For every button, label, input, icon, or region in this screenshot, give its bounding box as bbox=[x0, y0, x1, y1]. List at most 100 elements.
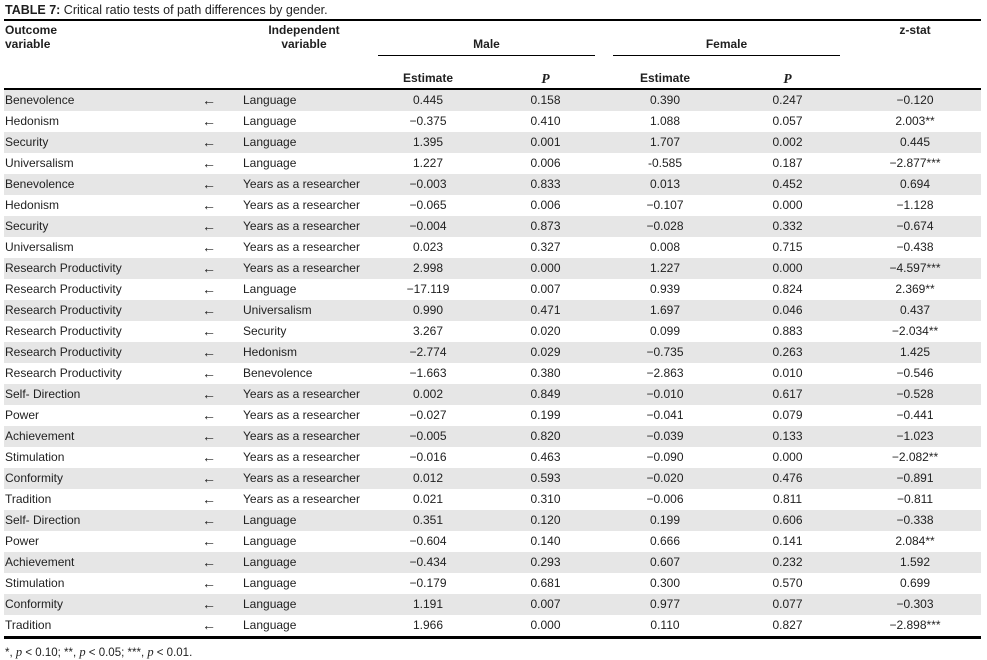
cell-female-p: 0.000 bbox=[772, 261, 803, 275]
left-arrow-icon: ← bbox=[202, 512, 216, 528]
table-row: Benevolence ← Years as a researcher −0.0… bbox=[4, 174, 982, 195]
table-title-text: Critical ratio tests of path differences… bbox=[60, 3, 328, 17]
table-row: Self- Direction ← Language 0.351 0.120 0… bbox=[4, 510, 982, 531]
group-header-female: Female bbox=[604, 21, 849, 70]
cell-outcome-variable: Power bbox=[5, 534, 40, 548]
cell-independent-variable: Security bbox=[243, 324, 287, 338]
cell-z-stat: −1.023 bbox=[896, 429, 934, 443]
cell-male-p: 0.120 bbox=[530, 513, 561, 527]
cell-z-stat: 1.425 bbox=[900, 345, 931, 359]
cell-male-p: 0.310 bbox=[530, 492, 561, 506]
cell-outcome-variable: Self- Direction bbox=[5, 387, 81, 401]
cell-independent-variable: Hedonism bbox=[243, 345, 298, 359]
cell-independent-variable: Years as a researcher bbox=[243, 177, 360, 191]
cell-outcome-variable: Security bbox=[5, 135, 49, 149]
cell-outcome-variable: Achievement bbox=[5, 555, 75, 569]
left-arrow-icon: ← bbox=[202, 281, 216, 297]
cell-male-estimate: −0.065 bbox=[409, 198, 447, 212]
cell-female-estimate: 0.110 bbox=[650, 618, 680, 632]
cell-outcome-variable: Universalism bbox=[5, 240, 74, 254]
cell-z-stat: −0.528 bbox=[896, 387, 934, 401]
cell-male-p: 0.293 bbox=[530, 555, 561, 569]
cell-male-p: 0.820 bbox=[530, 429, 561, 443]
table-row: Research Productivity ← Universalism 0.9… bbox=[4, 300, 982, 321]
cell-female-p: 0.811 bbox=[772, 492, 803, 506]
left-arrow-icon: ← bbox=[202, 302, 216, 318]
cell-male-estimate: 1.191 bbox=[412, 597, 444, 611]
cell-female-estimate: 0.099 bbox=[649, 324, 681, 338]
cell-male-p: 0.000 bbox=[530, 261, 561, 275]
cell-z-stat: 0.699 bbox=[900, 576, 931, 590]
cell-male-p: 0.006 bbox=[530, 156, 561, 170]
table-row: Hedonism ← Years as a researcher −0.065 … bbox=[4, 195, 981, 216]
table-row: Security ← Language 1.395 0.001 1.707 0.… bbox=[4, 132, 982, 153]
cell-female-estimate: -0.585 bbox=[647, 156, 683, 170]
cell-independent-variable: Years as a researcher bbox=[243, 492, 360, 506]
left-arrow-icon: ← bbox=[202, 575, 216, 591]
cell-female-estimate: 0.008 bbox=[649, 240, 681, 254]
left-arrow-icon: ← bbox=[202, 365, 216, 381]
cell-male-estimate: 0.012 bbox=[412, 471, 444, 485]
cell-male-p: 0.007 bbox=[530, 597, 561, 611]
cell-outcome-variable: Universalism bbox=[5, 156, 74, 170]
cell-female-estimate: −0.039 bbox=[646, 429, 684, 443]
left-arrow-icon: ← bbox=[202, 428, 216, 444]
cell-independent-variable: Years as a researcher bbox=[243, 198, 360, 212]
cell-outcome-variable: Conformity bbox=[5, 471, 64, 485]
left-arrow-icon: ← bbox=[202, 92, 216, 108]
col-header-female-p: P bbox=[783, 70, 792, 86]
cell-z-stat: −0.441 bbox=[896, 408, 934, 422]
cell-independent-variable: Language bbox=[243, 93, 297, 107]
cell-z-stat: −2.034** bbox=[891, 324, 939, 338]
cell-outcome-variable: Security bbox=[5, 219, 49, 233]
cell-female-estimate: 1.227 bbox=[649, 261, 681, 275]
table-title-label: TABLE 7: bbox=[5, 3, 61, 17]
group-header-male-label: Male bbox=[378, 37, 595, 56]
cell-male-estimate: −0.016 bbox=[409, 450, 447, 464]
cell-outcome-variable: Benevolence bbox=[5, 93, 75, 107]
cell-male-estimate: 0.002 bbox=[412, 387, 444, 401]
table-row: Achievement ← Language −0.434 0.293 0.60… bbox=[4, 552, 982, 573]
cell-female-estimate: −0.028 bbox=[646, 219, 684, 233]
cell-male-estimate: −0.004 bbox=[409, 219, 447, 233]
cell-female-p: 0.715 bbox=[772, 240, 803, 254]
cell-z-stat: −2.898*** bbox=[889, 618, 941, 632]
table-title: TABLE 7: Critical ratio tests of path di… bbox=[4, 0, 981, 21]
cell-male-p: 0.020 bbox=[530, 324, 561, 338]
cell-z-stat: −0.438 bbox=[896, 240, 934, 254]
cell-male-estimate: −0.375 bbox=[409, 114, 447, 128]
cell-outcome-variable: Research Productivity bbox=[5, 282, 122, 296]
cell-female-p: 0.002 bbox=[772, 135, 803, 149]
cell-male-p: 0.849 bbox=[530, 387, 561, 401]
cell-z-stat: −0.303 bbox=[896, 597, 934, 611]
col-header-arrow-spacer bbox=[187, 21, 239, 89]
left-arrow-icon: ← bbox=[202, 470, 216, 486]
cell-female-p: 0.476 bbox=[772, 471, 803, 485]
table-row: Benevolence ← Language 0.445 0.158 0.390… bbox=[4, 89, 982, 111]
cell-independent-variable: Years as a researcher bbox=[243, 471, 360, 485]
cell-female-p: 0.187 bbox=[772, 156, 803, 170]
cell-outcome-variable: Stimulation bbox=[5, 450, 65, 464]
table-row: Tradition ← Years as a researcher 0.021 … bbox=[4, 489, 981, 510]
cell-independent-variable: Years as a researcher bbox=[243, 387, 360, 401]
cell-female-estimate: 0.977 bbox=[649, 597, 681, 611]
cell-male-estimate: −2.774 bbox=[409, 345, 447, 359]
stats-table: Outcome variable Independent variable Ma… bbox=[4, 21, 982, 639]
cell-female-p: 0.263 bbox=[772, 345, 803, 359]
cell-outcome-variable: Hedonism bbox=[5, 198, 60, 212]
cell-female-estimate: 0.300 bbox=[649, 576, 681, 590]
cell-independent-variable: Years as a researcher bbox=[243, 219, 360, 233]
table-row: Stimulation ← Years as a researcher −0.0… bbox=[4, 447, 981, 468]
cell-male-p: 0.410 bbox=[530, 114, 561, 128]
table-row: Hedonism ← Language −0.375 0.410 1.088 0… bbox=[4, 111, 981, 132]
cell-outcome-variable: Research Productivity bbox=[5, 303, 122, 317]
cell-outcome-variable: Research Productivity bbox=[5, 324, 122, 338]
table-row: Power ← Language −0.604 0.140 0.666 0.14… bbox=[4, 531, 981, 552]
cell-z-stat: −2.877*** bbox=[889, 156, 941, 170]
left-arrow-icon: ← bbox=[202, 323, 216, 339]
cell-female-p: 0.883 bbox=[772, 324, 803, 338]
cell-female-p: 0.232 bbox=[772, 555, 803, 569]
cell-outcome-variable: Power bbox=[5, 408, 40, 422]
cell-independent-variable: Language bbox=[243, 534, 297, 548]
cell-independent-variable: Language bbox=[243, 597, 297, 611]
